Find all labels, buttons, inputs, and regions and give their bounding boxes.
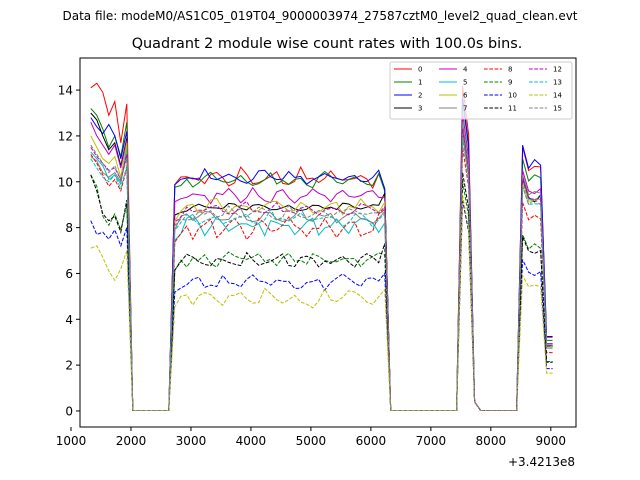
legend-label-4: 4 <box>463 66 468 74</box>
series-line-11 <box>90 172 553 411</box>
x-tick-label: 6000 <box>356 434 387 448</box>
series-line-13 <box>90 138 553 411</box>
x-tick-label: 4000 <box>236 434 267 448</box>
legend-label-2: 2 <box>418 92 422 100</box>
x-tick-label: 8000 <box>476 434 507 448</box>
chart-title: Quadrant 2 module wise count rates with … <box>132 36 523 52</box>
axes-frame <box>79 57 577 428</box>
y-tick-label: 6 <box>65 267 73 281</box>
x-tick-label: 7000 <box>416 434 447 448</box>
legend-label-6: 6 <box>463 92 468 100</box>
legend-label-3: 3 <box>418 105 422 113</box>
legend-box <box>389 61 573 120</box>
series-line-4 <box>90 112 553 411</box>
x-tick-label: 5000 <box>296 434 327 448</box>
legend-label-10: 10 <box>508 92 517 100</box>
legend-label-15: 15 <box>553 105 562 113</box>
legend-label-14: 14 <box>553 92 562 100</box>
y-tick-label: 4 <box>65 313 73 327</box>
y-tick-label: 8 <box>65 221 73 235</box>
y-axis: 0 2 4 6 8 10 12 14 <box>58 84 80 418</box>
x-tick-label: 2000 <box>116 434 147 448</box>
legend-label-12: 12 <box>553 66 562 74</box>
plot-area: 1000 2000 3000 4000 5000 6000 7000 8000 9000 0 2 4… <box>56 57 577 469</box>
legend-label-11: 11 <box>508 105 517 113</box>
x-tick-label: 3000 <box>176 434 207 448</box>
chart-supertitle: Data file: modeM0/AS1C05_019T04_90000039… <box>62 9 577 23</box>
series-line-6 <box>90 135 553 411</box>
legend-label-7: 7 <box>463 105 467 113</box>
y-tick-label: 10 <box>58 175 73 189</box>
series-line-7 <box>90 122 553 411</box>
series-line-0 <box>90 82 553 411</box>
series-line-8 <box>90 147 553 411</box>
legend-label-0: 0 <box>418 66 422 74</box>
legend-label-5: 5 <box>463 79 467 87</box>
x-tick-label: 1000 <box>56 434 87 448</box>
legend-label-1: 1 <box>418 79 422 87</box>
legend-label-13: 13 <box>553 79 562 87</box>
x-tick-label: 9000 <box>536 434 567 448</box>
series-line-1 <box>90 101 553 411</box>
series-line-14 <box>90 195 553 411</box>
y-tick-label: 0 <box>65 404 73 418</box>
series-layer <box>90 82 553 411</box>
series-line-3 <box>90 112 553 411</box>
y-tick-label: 14 <box>58 84 73 98</box>
series-line-12 <box>90 128 553 411</box>
legend-label-9: 9 <box>508 79 512 87</box>
series-line-2 <box>90 96 553 411</box>
y-tick-label: 2 <box>65 359 73 373</box>
series-line-15 <box>90 133 553 411</box>
y-tick-label: 12 <box>58 129 73 143</box>
x-axis: 1000 2000 3000 4000 5000 6000 7000 8000 9000 <box>56 427 566 448</box>
x-axis-offset-label: +3.4213e8 <box>508 455 575 469</box>
series-line-5 <box>90 131 553 411</box>
legend-label-8: 8 <box>508 66 512 74</box>
